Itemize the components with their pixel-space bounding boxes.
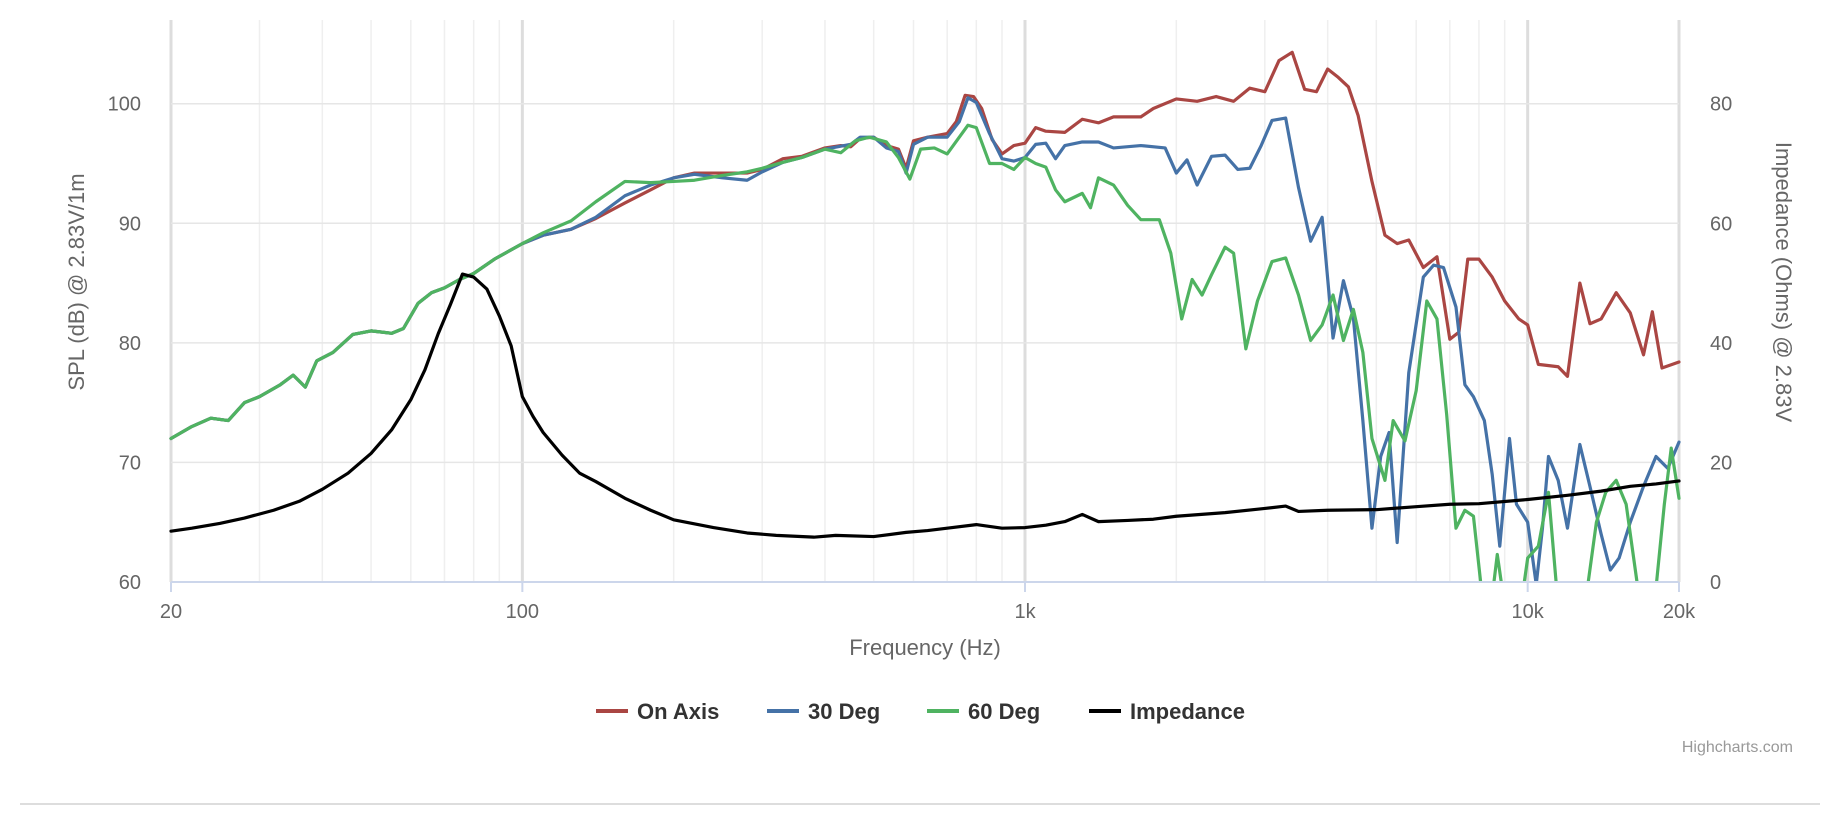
x-tick-label: 20k [1663,601,1696,623]
x-tick-label: 100 [506,601,539,623]
x-tick-label: 20 [160,601,182,623]
right-y-tick-label: 60 [1710,213,1732,235]
series-line-impedance [169,272,1681,539]
credits-link[interactable]: Highcharts.com [1682,739,1793,756]
legend-item-30-deg[interactable]: 30 Deg [808,699,880,724]
right-y-axis-title: Impedance (Ohms) @ 2.83V [1771,142,1796,423]
major-gridlines [169,20,1681,583]
right-y-tick-label: 40 [1710,333,1732,355]
left-y-tick-label: 90 [119,213,141,235]
left-y-axis-ticks: 60 70 80 90 100 [108,94,141,594]
legend: On Axis 30 Deg 60 Deg Impedance [596,699,1245,724]
right-y-tick-label: 0 [1710,572,1721,594]
legend-item-impedance[interactable]: Impedance [1130,699,1245,724]
series-layer [169,50,1681,656]
right-y-axis-ticks: 0 20 40 60 80 [1710,94,1732,594]
left-y-tick-label: 70 [119,452,141,474]
x-tick-label: 1k [1014,601,1036,623]
series-line-30-deg [169,96,1681,586]
plot-bottom-mask [0,583,1840,673]
left-y-tick-label: 60 [119,572,141,594]
right-y-tick-label: 20 [1710,452,1732,474]
x-axis-ticks: 20 100 1k 10k 20k [160,582,1696,623]
x-tick-label: 10k [1512,601,1545,623]
legend-item-60-deg[interactable]: 60 Deg [968,699,1040,724]
series-line-60-deg [169,123,1681,656]
axes-layer [0,581,1840,673]
left-y-axis-title: SPL (dB) @ 2.83V/1m [64,173,89,390]
legend-item-on-axis[interactable]: On Axis [637,699,719,724]
right-y-tick-label: 80 [1710,94,1732,116]
series-line-on-axis [169,50,1681,441]
left-y-tick-label: 100 [108,94,141,116]
x-axis-title: Frequency (Hz) [849,635,1001,660]
left-y-tick-label: 80 [119,333,141,355]
